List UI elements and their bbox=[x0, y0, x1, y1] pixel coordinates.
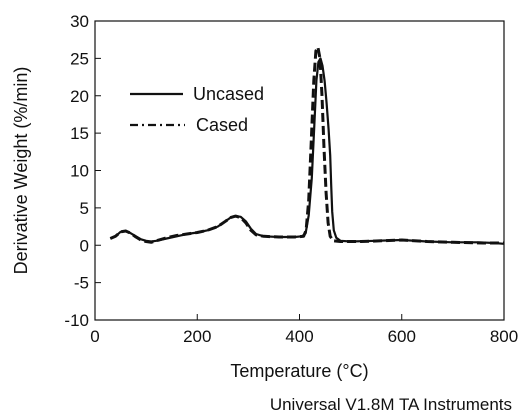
y-tick-label: 20 bbox=[70, 87, 89, 106]
x-axis-label: Temperature (°C) bbox=[230, 361, 368, 381]
footer-text: Universal V1.8M TA Instruments bbox=[270, 395, 512, 414]
series-line-cased bbox=[109, 45, 504, 245]
y-tick-label: 0 bbox=[80, 236, 89, 255]
legend-label-uncased: Uncased bbox=[193, 84, 264, 104]
series-layer bbox=[109, 45, 505, 245]
plot-frame bbox=[94, 20, 505, 321]
y-tick-label: 10 bbox=[70, 162, 89, 181]
x-tick-label: 0 bbox=[90, 327, 99, 346]
y-tick-label: 25 bbox=[70, 49, 89, 68]
y-tick-label: -5 bbox=[74, 274, 89, 293]
y-tick-label: 30 bbox=[70, 12, 89, 31]
legend-label-cased: Cased bbox=[196, 115, 248, 135]
x-tick-label: 200 bbox=[183, 327, 211, 346]
ticks-layer: -10 -5 0 5 10 15 20 25 30 0 200 400 600 800 bbox=[64, 12, 518, 346]
y-tick-label: 15 bbox=[70, 124, 89, 143]
y-tick-label: -10 bbox=[64, 311, 89, 330]
y-axis-label: Derivative Weight (%/min) bbox=[11, 67, 31, 275]
series-line-uncased bbox=[109, 57, 505, 245]
x-tick-label: 800 bbox=[490, 327, 518, 346]
legend: Uncased Cased bbox=[130, 84, 264, 135]
y-tick-label: 5 bbox=[80, 199, 89, 218]
x-tick-label: 600 bbox=[388, 327, 416, 346]
x-tick-label: 400 bbox=[285, 327, 313, 346]
